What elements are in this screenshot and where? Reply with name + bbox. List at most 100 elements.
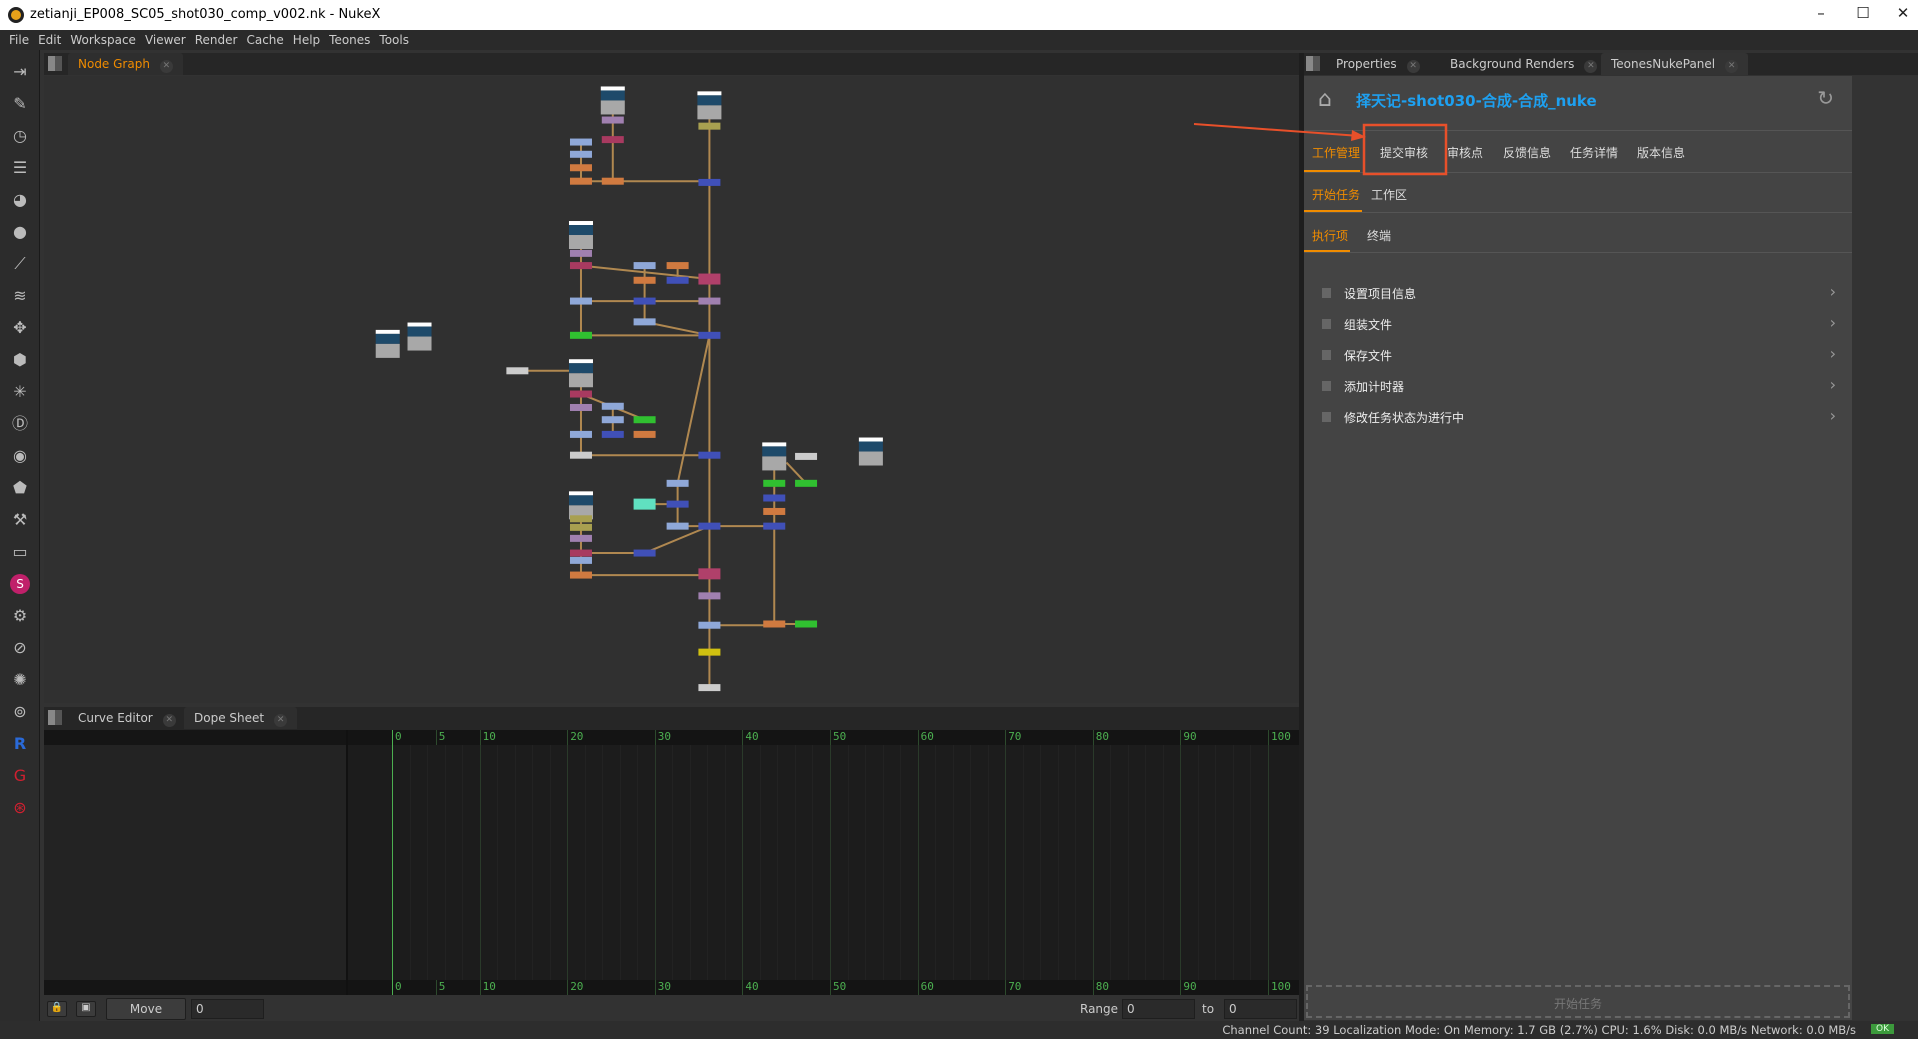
node[interactable] [795,620,818,628]
node[interactable] [698,331,721,339]
node[interactable] [569,549,592,557]
tab-submit-review[interactable]: 提交审核 [1380,146,1429,160]
list-item[interactable]: 组装文件 › [1304,310,1852,340]
transform-icon[interactable]: ✥ [13,318,27,337]
particles-icon[interactable]: ✳ [13,382,27,401]
menu-render[interactable]: Render [194,33,238,47]
node[interactable] [633,416,656,424]
metadata-icon[interactable]: ⬟ [13,478,27,497]
node[interactable] [569,430,592,438]
tab-work-management[interactable]: 工作管理 [1312,146,1361,160]
node[interactable] [601,136,624,144]
tab-execute[interactable]: 执行项 [1312,229,1349,243]
node[interactable] [569,534,592,542]
close-tab-icon[interactable]: ✕ [162,714,176,727]
node[interactable] [569,297,592,305]
node[interactable] [698,273,721,285]
list-item[interactable]: 保存文件 › [1304,341,1852,371]
checkbox[interactable] [1322,319,1331,329]
read-node[interactable] [600,86,625,115]
list-item[interactable]: 设置项目信息 › [1304,279,1852,309]
node[interactable] [666,479,689,487]
list-item[interactable]: 修改任务状态为进行中 › [1304,403,1852,433]
toolsets-icon[interactable]: ⚒ [12,510,28,529]
tab-properties[interactable]: Properties ✕ [1326,53,1430,75]
read-node[interactable] [762,442,787,471]
minimize-button[interactable]: – [1817,4,1825,22]
checkbox[interactable] [1322,381,1331,391]
node[interactable] [633,498,656,510]
node[interactable] [601,430,624,438]
node[interactable] [763,479,786,487]
node[interactable] [569,515,592,523]
other-icon[interactable]: ▭ [12,542,28,561]
node[interactable] [666,276,689,284]
tab-background-renders[interactable]: Background Renders ✕ [1440,53,1608,75]
lock-icon[interactable]: 🔒 [47,1001,67,1017]
keyer-icon[interactable]: ⟋ [14,254,26,273]
current-frame-line[interactable] [392,730,393,995]
checkbox[interactable] [1322,288,1331,298]
read-node[interactable] [375,329,400,358]
range-to-input[interactable]: 0 [1224,999,1297,1019]
node[interactable] [698,568,721,580]
node[interactable] [506,367,529,375]
node[interactable] [601,116,624,124]
color-icon[interactable]: ◕ [13,190,27,209]
plugin-h-icon[interactable]: ⊛ [13,798,27,817]
node[interactable] [633,430,656,438]
deep-icon[interactable]: Ⓓ [11,414,28,433]
menu-edit[interactable]: Edit [38,33,62,47]
draw-icon[interactable]: ✎ [13,94,27,113]
plugin-r-icon[interactable]: R [13,734,27,753]
dope-sheet-timeline[interactable]: 0 5 10 20 30 40 50 60 70 80 90 100 0 5 10 20 30 40 50 60 70… [346,730,1299,995]
read-node[interactable] [407,322,432,351]
tab-teones-panel[interactable]: TeonesNukePanel ✕ [1601,53,1749,75]
tab-terminal[interactable]: 终端 [1367,229,1392,243]
node[interactable] [795,452,818,460]
panel-grip-icon[interactable] [1306,56,1320,71]
node[interactable] [698,592,721,600]
node-graph[interactable] [44,76,1299,703]
tab-review-points[interactable]: 审核点 [1447,146,1484,160]
node[interactable] [698,178,721,186]
node[interactable] [601,416,624,424]
node[interactable] [569,138,592,146]
node[interactable] [569,177,592,185]
node[interactable] [569,262,592,270]
node[interactable] [666,500,689,508]
close-tab-icon[interactable]: ✕ [274,714,288,727]
node[interactable] [698,297,721,305]
menu-help[interactable]: Help [292,33,321,47]
read-node[interactable] [568,359,593,388]
node[interactable] [633,262,656,270]
node-graph-canvas[interactable] [44,76,1299,703]
plugin-g-icon[interactable]: G [13,766,27,785]
node[interactable] [569,390,592,398]
node[interactable] [633,549,656,557]
node[interactable] [698,621,721,629]
channel-icon[interactable]: ☰ [12,158,28,177]
menu-tools[interactable]: Tools [379,33,409,47]
node[interactable] [569,523,592,531]
image-icon[interactable]: ⇥ [13,62,27,81]
node[interactable] [698,684,721,692]
home-icon[interactable]: ⌂ [1318,87,1332,112]
node[interactable] [633,318,656,326]
node[interactable] [698,648,721,656]
panel-grip-icon[interactable] [48,710,62,725]
close-tab-icon[interactable]: ✕ [1584,60,1598,73]
close-tab-icon[interactable]: ✕ [1406,60,1420,73]
frame-icon[interactable]: ▣ [76,1001,96,1017]
read-node[interactable] [568,491,593,520]
node[interactable] [633,297,656,305]
checkbox[interactable] [1322,350,1331,360]
plugin-b-icon[interactable]: ⊘ [13,638,27,657]
read-node[interactable] [697,91,722,120]
plugin-d-icon[interactable]: ⊚ [13,702,27,721]
panel-splitter[interactable] [1299,53,1304,1021]
merge-icon[interactable]: ≋ [13,286,27,305]
node[interactable] [698,451,721,459]
node[interactable] [569,556,592,564]
filter-icon[interactable]: ● [13,222,27,241]
